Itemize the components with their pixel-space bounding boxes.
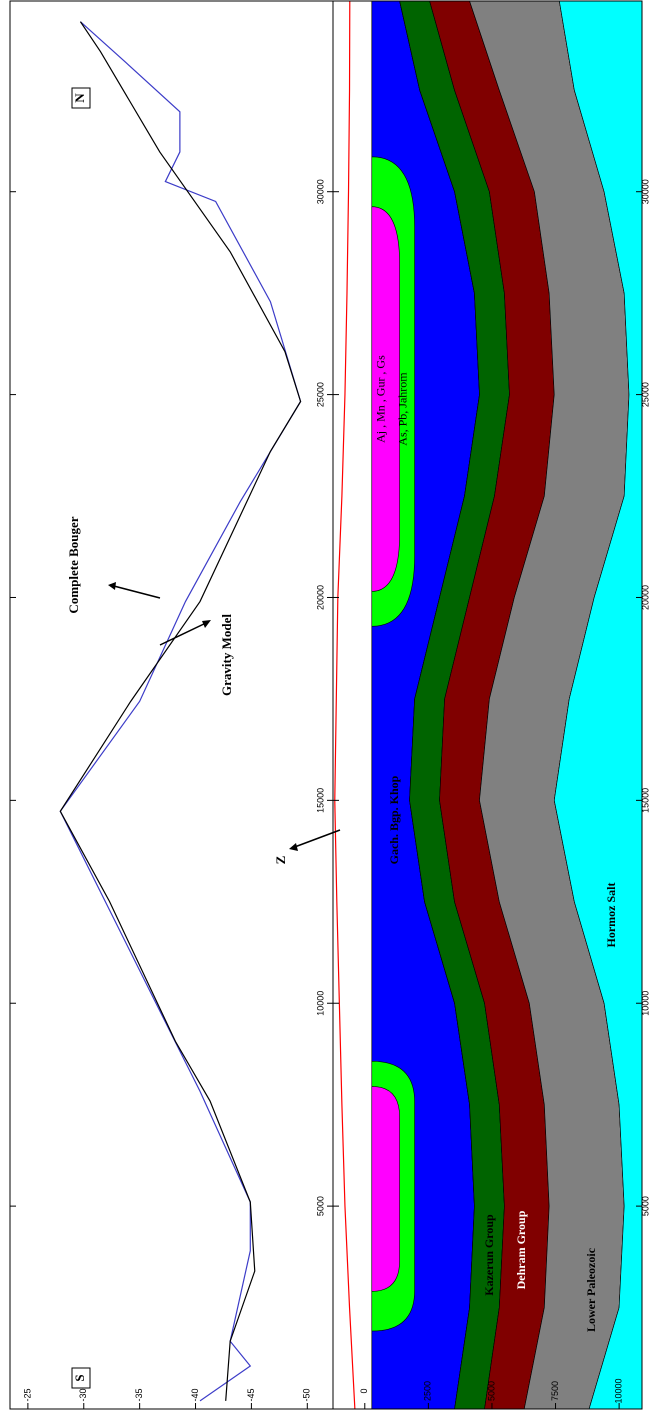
model-label: Gravity Model [219,614,234,696]
y-tick-label: -35 [134,1388,144,1401]
layer-label: Dehram Group [514,1210,528,1289]
layer-label: Hormoz Salt [604,883,618,948]
body-label: Aj , Mn , Gur , Gs [374,355,388,443]
y-tick-label: 10000 [613,1378,623,1403]
layer-label: Gach. Bgp. Khop [387,775,401,864]
z-label: Z [273,855,288,864]
ore-body [372,1086,400,1291]
y-tick-label: -40 [190,1388,200,1401]
y-tick-label: -45 [246,1388,256,1401]
y-tick-label: 0 [359,1388,369,1393]
x-tick-label: 10000 [315,991,325,1016]
y-tick-label: 2500 [423,1381,433,1401]
x-tick-label: 20000 [315,585,325,610]
layer-label: Kazerun Group [482,1214,496,1296]
south-label: S [72,1374,87,1381]
observed-label: Complete Bouger [66,516,81,613]
y-tick-label: -30 [78,1388,88,1401]
y-tick-label: -25 [22,1388,32,1401]
x-tick-label: 25000 [315,382,325,407]
figure: Gach. Bgp. Khop Kazerun Group Dehram Group… [0,0,651,1410]
x-tick-label: 30000 [315,179,325,204]
y-tick-label: 5000 [486,1381,496,1401]
layer-label: Lower Paleozoic [584,1247,598,1332]
north-label: N [72,93,87,103]
y-tick-label: -50 [302,1388,312,1401]
x-tick-label: 5000 [315,1196,325,1216]
x-tick-label: 15000 [315,788,325,813]
y-tick-label: 7500 [550,1381,560,1401]
rim-label: As, Pb, Jahrom [396,372,410,446]
section-panel: Gach. Bgp. Khop Kazerun Group Dehram Group… [333,1,650,1409]
